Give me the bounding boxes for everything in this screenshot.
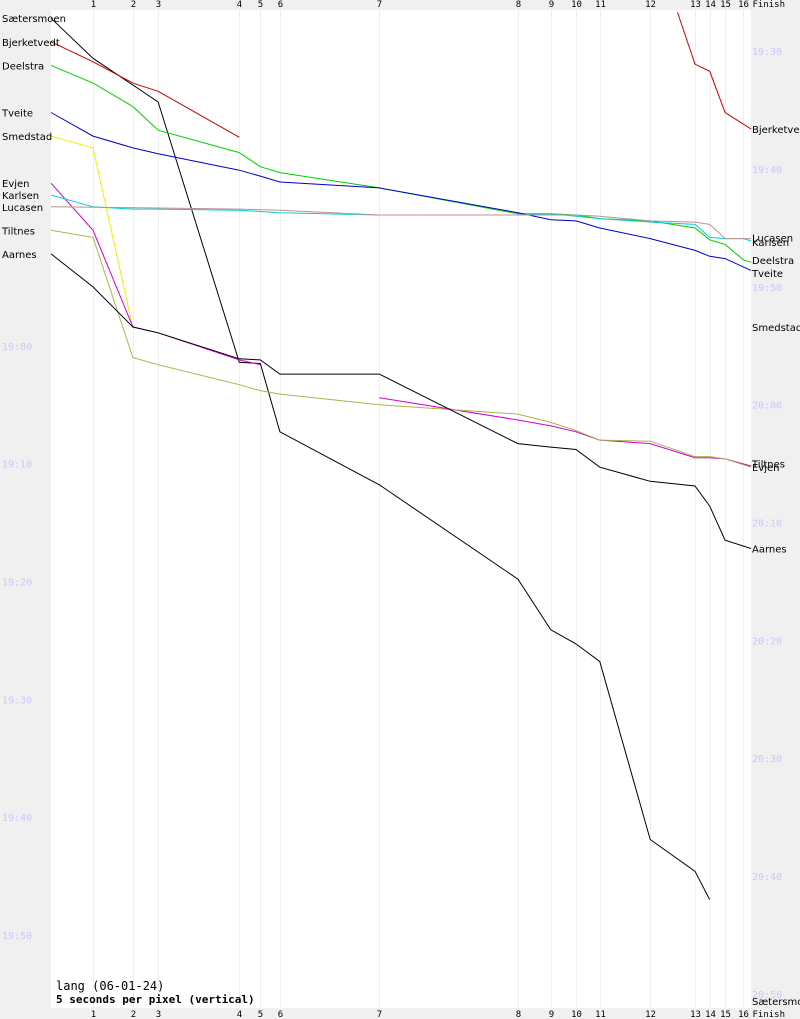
right-label-evjen: Evjen: [752, 463, 780, 474]
control-label-bottom-3: 3: [156, 1010, 161, 1019]
left-label-tveite: Tveite: [1, 109, 33, 120]
right-label-aarnes: Aarnes: [752, 544, 787, 555]
right-label-tveite: Tveite: [751, 269, 783, 280]
chart-title: lang (06-01-24): [56, 979, 165, 993]
runner-names: Sætersmoen Bjerketvedt Deelstra Tveite Smeds…: [1, 14, 800, 1008]
series-line-s-tersmoen-0: [50, 17, 711, 900]
right-time-tick-19-50: 19:50: [752, 283, 782, 294]
control-label-bottom-10: 10: [571, 1010, 582, 1019]
control-label-top-12: 12: [645, 0, 656, 10]
control-label-top-5: 5: [258, 0, 263, 10]
control-label-bottom-5: 5: [258, 1010, 263, 1019]
left-time-tick-19-10: 19:10: [2, 460, 32, 471]
control-label-top-8: 8: [516, 0, 521, 10]
series-line-tveite-4: [50, 112, 752, 271]
top-strip: [0, 0, 800, 10]
left-label-bjerketvedt: Bjerketvedt: [2, 38, 60, 49]
control-label-top-6: 6: [278, 0, 283, 10]
control-label-top-finish: Finish: [753, 0, 786, 10]
control-label-top-2: 2: [131, 0, 136, 10]
control-label-bottom-4: 4: [237, 1010, 242, 1019]
series-line-tiltnes-10: [50, 229, 752, 468]
series-line-bjerketvedt-1: [50, 41, 240, 138]
control-gridlines: [93, 10, 744, 1008]
series-line-lucasen-9: [50, 206, 751, 240]
right-label-tiltnes: Tiltnes: [751, 460, 785, 471]
series-line-evjen-7: [379, 397, 752, 467]
control-label-top-15: 15: [720, 0, 731, 10]
chart-scale-note: 5 seconds per pixel (vertical): [56, 993, 255, 1006]
left-label-tiltnes: Tiltnes: [1, 226, 35, 237]
left-time-tick-19-40: 19:40: [2, 813, 32, 824]
control-label-bottom-1: 1: [91, 1010, 96, 1019]
right-time-tick-20-50: 20:50: [752, 990, 782, 1001]
left-margin: [0, 0, 51, 1019]
control-label-top-16: 16: [738, 0, 749, 10]
right-label-lucasen: Lucasen: [752, 233, 793, 244]
control-label-top-9: 9: [549, 0, 554, 10]
right-time-tick-19-40: 19:40: [752, 165, 782, 176]
left-label-lucasen: Lucasen: [2, 203, 43, 214]
control-label-bottom-6: 6: [278, 1010, 283, 1019]
right-margin: [751, 0, 800, 1019]
left-time-tick-19-30: 19:30: [2, 695, 32, 706]
right-label-smedstad: Smedstad: [752, 323, 800, 334]
series-line-smedstad-5: [50, 135, 134, 329]
control-label-bottom-12: 12: [645, 1010, 656, 1019]
left-time-tick-19-50: 19:50: [2, 931, 32, 942]
control-label-bottom-16: 16: [738, 1010, 749, 1019]
left-label-smedstad: Smedstad: [2, 132, 52, 143]
control-label-bottom-9: 9: [549, 1010, 554, 1019]
control-label-top-11: 11: [595, 0, 606, 10]
left-time-tick-19-00: 19:00: [2, 342, 32, 353]
right-time-tick-20-00: 20:00: [752, 401, 782, 412]
right-time-tick-19-30: 19:30: [752, 47, 782, 58]
left-label-karlsen: Karlsen: [2, 191, 39, 202]
right-time-tick-20-20: 20:20: [752, 636, 782, 647]
control-label-top-4: 4: [237, 0, 242, 10]
control-label-top-10: 10: [571, 0, 582, 10]
right-time-tick-20-30: 20:30: [752, 754, 782, 765]
control-label-bottom-finish: Finish: [753, 1010, 786, 1019]
left-label-deelstra: Deelstra: [2, 61, 44, 72]
right-label-karlsen: Karlsen: [752, 238, 789, 249]
control-label-top-14: 14: [705, 0, 716, 10]
left-label-s-tersmoen: Sætersmoen: [2, 14, 66, 25]
control-label-bottom-15: 15: [720, 1010, 731, 1019]
control-label-bottom-13: 13: [690, 1010, 701, 1019]
control-label-bottom-8: 8: [516, 1010, 521, 1019]
series-line-bjerketvedt-2: [677, 12, 752, 130]
bottom-strip: [0, 1008, 800, 1019]
control-label-top-7: 7: [377, 0, 382, 10]
right-label-bjerketvedt: Bjerketvedt: [752, 125, 800, 136]
control-label-top-13: 13: [690, 0, 701, 10]
control-label-bottom-11: 11: [595, 1010, 606, 1019]
left-label-aarnes: Aarnes: [2, 250, 37, 261]
right-label-s-tersmoen: Sætersmoen: [752, 997, 800, 1008]
control-label-bottom-14: 14: [705, 1010, 716, 1019]
series-line-deelstra-3: [50, 64, 752, 263]
left-label-evjen: Evjen: [2, 179, 30, 190]
right-label-deelstra: Deelstra: [752, 256, 794, 267]
series-line-aarnes-11: [50, 253, 752, 549]
runner-lines: [50, 12, 752, 900]
control-label-bottom-2: 2: [131, 1010, 136, 1019]
time-axes: 19:00 19:10 19:20 19:30 19:40 19:50 19:30 19:40…: [2, 47, 782, 1001]
left-time-tick-19-20: 19:20: [2, 577, 32, 588]
control-labels: 1122334455667788991010111112121313141415…: [91, 0, 785, 1019]
control-label-top-3: 3: [156, 0, 161, 10]
control-label-bottom-7: 7: [377, 1010, 382, 1019]
control-label-top-1: 1: [91, 0, 96, 10]
right-time-tick-20-10: 20:10: [752, 519, 782, 530]
series-line-karlsen-8: [50, 194, 752, 242]
right-time-tick-20-40: 20:40: [752, 872, 782, 883]
